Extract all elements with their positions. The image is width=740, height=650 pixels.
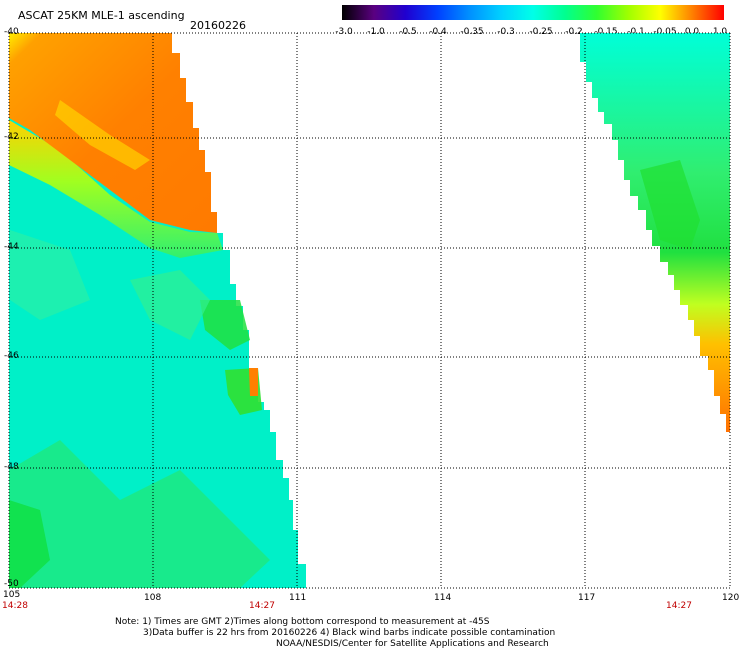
- swath-west-green: [130, 270, 210, 340]
- cb-label: -0.15: [594, 27, 618, 37]
- grid: [8, 32, 731, 589]
- swath-west-yellow: [55, 100, 150, 170]
- cb-label: -0.35: [460, 27, 484, 37]
- cb-label: 1.0: [712, 27, 728, 37]
- swath-west-green: [10, 230, 90, 320]
- y-tick-48: -48: [4, 462, 19, 472]
- y-tick-40: -40: [4, 27, 19, 37]
- y-tick-50: -50: [4, 579, 19, 589]
- cb-label: -0.5: [399, 27, 417, 37]
- swath-east-green: [640, 160, 700, 250]
- cb-label: 0.0: [684, 27, 700, 37]
- map-date: 20160226: [190, 19, 246, 32]
- x-tick-114: 114: [434, 593, 452, 603]
- x-tick-120: 120: [722, 593, 740, 603]
- time-label: 14:28: [2, 601, 28, 611]
- color-scale-bar: [342, 5, 724, 20]
- y-tick-44: -44: [4, 242, 19, 252]
- note-line-2: 3)Data buffer is 22 hrs from 20160226 4)…: [143, 628, 556, 638]
- cb-label: -0.3: [497, 27, 515, 37]
- time-label: 14:27: [666, 601, 692, 611]
- swath-west-spot: [249, 368, 258, 396]
- cb-label: -0.05: [653, 27, 677, 37]
- x-tick-111: 111: [289, 593, 307, 603]
- cb-label: -0.4: [429, 27, 447, 37]
- cb-label: -3.0: [335, 27, 353, 37]
- cb-label: -0.25: [529, 27, 553, 37]
- x-tick-108: 108: [144, 593, 162, 603]
- swath-east: [580, 33, 730, 432]
- swath-west-green: [200, 300, 250, 350]
- swath-west-orange: [9, 33, 217, 233]
- cb-label: -1.0: [367, 27, 385, 37]
- note-line-3: NOAA/NESDIS/Center for Satellite Applica…: [276, 639, 549, 649]
- x-tick-117: 117: [578, 593, 596, 603]
- y-tick-42: -42: [4, 132, 19, 142]
- map-title: ASCAT 25KM MLE-1 ascending: [18, 9, 185, 22]
- y-tick-46: -46: [4, 351, 19, 361]
- note-line-1: Note: 1) Times are GMT 2)Times along bot…: [115, 617, 490, 627]
- swath-west-green: [9, 500, 50, 588]
- x-tick-105: 105: [3, 590, 21, 600]
- cb-label: -0.1: [627, 27, 645, 37]
- swath-west-green: [9, 440, 270, 588]
- swath-west-band: [9, 120, 223, 258]
- cb-label: -0.2: [565, 27, 583, 37]
- time-label: 14:27: [249, 601, 275, 611]
